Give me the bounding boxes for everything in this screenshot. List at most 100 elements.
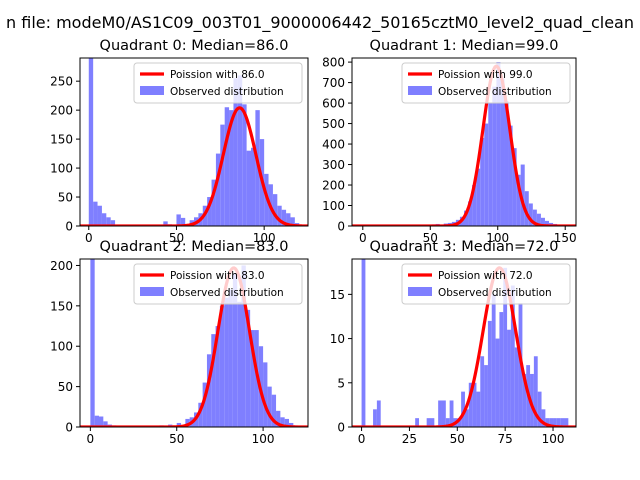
- histogram-bar: [284, 418, 289, 427]
- histogram-bar: [229, 110, 234, 226]
- y-tick-label: 500: [322, 117, 345, 131]
- histogram-bar: [540, 217, 545, 226]
- histogram-bar: [176, 422, 182, 427]
- plot-area: [80, 259, 308, 427]
- histogram-bar: [514, 347, 519, 427]
- histogram-bar: [487, 320, 492, 427]
- y-tick-label: 0: [65, 421, 73, 435]
- histogram-bar: [242, 104, 247, 226]
- axes-frame: [79, 258, 309, 428]
- legend-label-observed: Observed distribution: [438, 86, 552, 98]
- y-tick-label: 800: [322, 56, 345, 70]
- histogram-bar: [289, 422, 294, 427]
- histogram-bar: [468, 382, 473, 427]
- legend-label-poisson: Poission with 99.0: [438, 69, 533, 81]
- x-tick-label: 75: [498, 432, 513, 446]
- histogram-bar: [530, 373, 534, 427]
- subplot-title: Quadrant 0: Median=86.0: [100, 38, 289, 54]
- x-tick-label: 25: [402, 432, 417, 446]
- legend-label-observed: Observed distribution: [170, 287, 284, 299]
- legend: Poission with 83.0 Observed distribution: [133, 263, 303, 305]
- histogram-bar: [263, 362, 268, 427]
- histogram-bar: [472, 382, 477, 427]
- subplot-title: Quadrant 2: Median=83.0: [100, 239, 289, 255]
- y-tick-label: 700: [322, 76, 345, 90]
- histogram-bar: [484, 365, 488, 427]
- histogram-bar: [180, 217, 186, 226]
- histogram-bar: [560, 418, 565, 427]
- histogram-bar: [237, 75, 243, 226]
- histogram-bar: [202, 382, 207, 427]
- y-tick-label: 15: [330, 288, 345, 302]
- x-tick-label: 150: [554, 231, 577, 245]
- legend-swatch-observed: [140, 287, 164, 296]
- histogram-bar: [441, 400, 446, 427]
- y-tick-label: 150: [50, 299, 73, 313]
- histogram-bar: [376, 400, 381, 427]
- x-tick-label: 100: [542, 432, 565, 446]
- quadrant-1-axes: 0 50 100 150 0 100 200 300 400 500 600 700 800 Quadra…: [322, 38, 577, 245]
- y-tick-label: 200: [50, 104, 73, 118]
- histogram-bar: [533, 356, 538, 427]
- histogram-bar: [246, 150, 251, 226]
- histogram-bar: [449, 400, 454, 427]
- poisson-curve: [352, 266, 576, 427]
- plot-area: [352, 62, 576, 226]
- histogram-bar: [215, 153, 221, 226]
- y-tick-label: 50: [58, 191, 73, 205]
- histogram-bar: [430, 418, 435, 427]
- subplot-title: Quadrant 3: Median=72.0: [370, 239, 559, 255]
- y-tick-label: 100: [50, 162, 73, 176]
- legend-label-poisson: Poission with 72.0: [438, 270, 533, 282]
- x-tick-label: 100: [486, 231, 509, 245]
- y-tick-label: 400: [322, 138, 345, 152]
- histogram-bar: [457, 418, 462, 427]
- histogram-bar: [280, 417, 285, 427]
- histogram-bar: [237, 301, 242, 427]
- histogram-bar: [512, 148, 517, 226]
- legend-frame: [401, 263, 571, 305]
- quadrant-0-axes: 0 50 100 0 50 100 150 200 250 Quadrant 0: Median=…: [50, 38, 309, 245]
- histogram-bar: [93, 201, 98, 226]
- histogram-bar: [245, 309, 251, 427]
- quadrant-3-axes: 0 25 50 75 100 0 5 10 15 Quadrant 3: Median=72.0 P…: [330, 239, 577, 446]
- histogram-bar: [549, 418, 554, 427]
- legend: Poission with 72.0 Observed distribution: [401, 263, 571, 305]
- y-tick-label: 300: [322, 158, 345, 172]
- histogram-bar: [510, 285, 515, 427]
- x-tick-label: 50: [423, 231, 438, 245]
- poisson-curve: [80, 106, 308, 226]
- histogram-bar: [492, 86, 497, 226]
- histogram-bar: [272, 194, 278, 226]
- x-tick-label: 100: [252, 432, 275, 446]
- histogram-bar: [101, 213, 107, 226]
- y-tick-label: 100: [322, 199, 345, 213]
- histogram-bar: [522, 373, 527, 427]
- histogram-bar: [220, 124, 225, 226]
- histogram-bar: [110, 220, 116, 226]
- histogram-bar: [232, 273, 238, 427]
- legend-swatch-observed: [140, 86, 164, 95]
- histogram-bar: [488, 103, 493, 226]
- histogram-bar: [233, 78, 238, 226]
- histogram-bar: [276, 410, 281, 427]
- histogram-bar: [219, 305, 225, 427]
- histogram-bar: [241, 265, 246, 427]
- histogram-bar: [468, 201, 473, 226]
- histogram-bar: [499, 312, 504, 427]
- x-tick-label: 0: [87, 432, 95, 446]
- histogram-bar: [476, 391, 481, 427]
- y-tick-label: 200: [322, 179, 345, 193]
- histogram-bar: [541, 409, 546, 427]
- histogram-bar: [484, 123, 489, 226]
- histogram-bar: [90, 259, 95, 427]
- subplot-title: Quadrant 1: Median=99.0: [370, 38, 559, 54]
- y-tick-label: 0: [337, 220, 345, 234]
- histogram-bar: [106, 217, 111, 226]
- histogram-bar: [503, 267, 508, 427]
- histogram-bar: [445, 418, 450, 427]
- y-tick-label: 250: [50, 75, 73, 89]
- histogram-bar: [206, 354, 212, 427]
- histogram-bar: [508, 125, 513, 226]
